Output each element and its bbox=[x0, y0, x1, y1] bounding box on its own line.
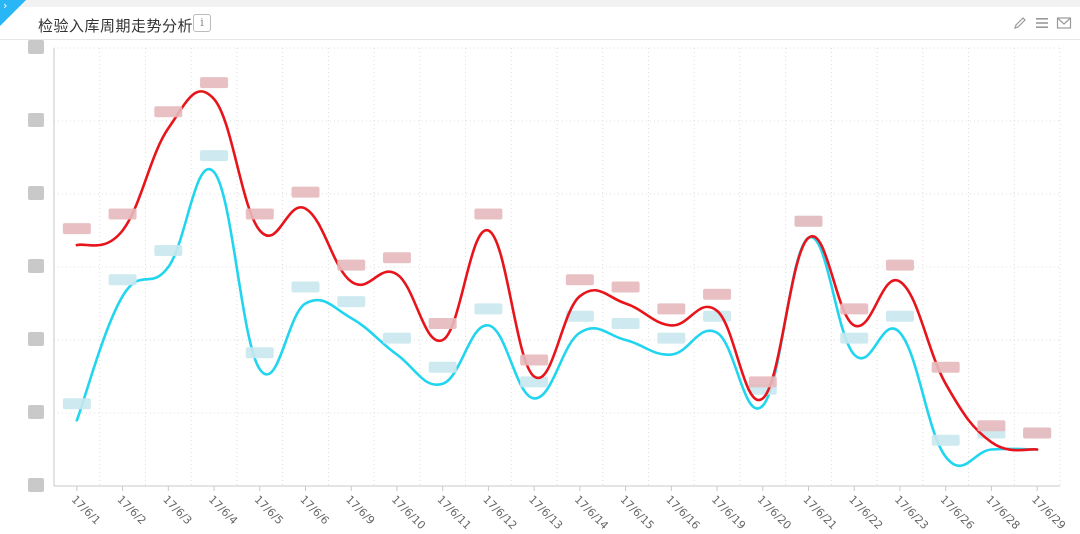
mail-icon[interactable] bbox=[1056, 15, 1072, 31]
series-line-0 bbox=[75, 90, 1039, 452]
y-tick-label-obscured bbox=[28, 113, 44, 127]
x-tick-label: 17/6/23 bbox=[892, 493, 931, 532]
x-tick-label: 17/6/21 bbox=[800, 493, 839, 532]
y-tick-label-obscured bbox=[28, 40, 44, 54]
data-label-obscured bbox=[657, 332, 686, 344]
panel-tools bbox=[1012, 15, 1072, 33]
data-label-obscured bbox=[337, 259, 366, 271]
data-label-obscured bbox=[1023, 427, 1052, 439]
data-label-obscured bbox=[245, 208, 274, 220]
x-tick-label: 17/6/22 bbox=[846, 493, 885, 532]
y-tick-label-obscured bbox=[28, 332, 44, 346]
data-label-obscured bbox=[977, 420, 1006, 432]
x-tick-label: 17/6/28 bbox=[983, 493, 1022, 532]
x-tick-label: 17/6/3 bbox=[160, 493, 194, 527]
x-tick-label: 17/6/5 bbox=[252, 493, 286, 527]
line-chart: 17/6/1 17/6/2 17/6/3 17/6/4 17/6/5 17/6/6 17/6… bbox=[28, 40, 1068, 532]
data-label-obscured bbox=[840, 303, 869, 315]
data-label-obscured bbox=[200, 150, 229, 162]
data-label-obscured bbox=[611, 281, 640, 293]
data-label-obscured bbox=[382, 332, 411, 344]
data-label-obscured bbox=[245, 347, 274, 359]
data-label-obscured bbox=[657, 303, 686, 315]
x-tick-label: 17/6/9 bbox=[343, 493, 377, 527]
x-tick-label: 17/6/13 bbox=[526, 493, 565, 532]
data-label-obscured bbox=[200, 77, 229, 89]
data-label-obscured bbox=[931, 434, 960, 446]
series-line-1 bbox=[75, 167, 1039, 467]
data-label-obscured bbox=[474, 303, 503, 315]
data-label-obscured bbox=[840, 332, 869, 344]
data-label-obscured bbox=[62, 398, 91, 410]
x-tick-label: 17/6/26 bbox=[938, 493, 977, 532]
data-label-obscured bbox=[565, 310, 594, 322]
y-tick-label-obscured bbox=[28, 259, 44, 273]
data-label-obscured bbox=[154, 106, 183, 118]
y-tick-label-obscured bbox=[28, 478, 44, 492]
x-tick-label: 17/6/16 bbox=[663, 493, 702, 532]
data-label-obscured bbox=[291, 186, 320, 198]
data-label-obscured bbox=[520, 376, 549, 388]
x-tick-label: 17/6/14 bbox=[572, 493, 611, 532]
x-tick-label: 17/6/10 bbox=[389, 493, 428, 532]
x-tick-label: 17/6/1 bbox=[69, 493, 103, 527]
chart-title: 检验入库周期走势分析 bbox=[38, 17, 194, 35]
data-label-obscured bbox=[382, 252, 411, 264]
data-label-obscured bbox=[154, 245, 183, 256]
data-label-obscured bbox=[62, 223, 91, 235]
data-label-obscured bbox=[291, 281, 320, 293]
x-tick-label: 17/6/2 bbox=[114, 493, 148, 527]
data-label-obscured bbox=[885, 310, 914, 322]
data-label-obscured bbox=[520, 354, 549, 366]
data-label-obscured bbox=[885, 259, 914, 271]
data-label-obscured bbox=[703, 288, 732, 300]
y-tick-label-obscured bbox=[28, 405, 44, 419]
data-label-obscured bbox=[108, 274, 137, 286]
edit-icon[interactable] bbox=[1012, 15, 1028, 31]
data-label-obscured bbox=[931, 361, 960, 373]
y-tick-label-obscured bbox=[28, 186, 44, 200]
menu-icon[interactable] bbox=[1034, 15, 1050, 31]
x-tick-label: 17/6/4 bbox=[206, 493, 240, 527]
x-tick-label: 17/6/6 bbox=[297, 493, 331, 527]
data-label-obscured bbox=[748, 376, 777, 388]
x-tick-label: 17/6/12 bbox=[480, 493, 519, 532]
chart-area: 17/6/1 17/6/2 17/6/3 17/6/4 17/6/5 17/6/6 17/6… bbox=[0, 40, 1080, 534]
x-tick-label: 17/6/20 bbox=[755, 493, 794, 532]
x-tick-label: 17/6/19 bbox=[709, 493, 748, 532]
data-label-obscured bbox=[337, 296, 366, 308]
data-label-obscured bbox=[565, 274, 594, 286]
expand-corner[interactable] bbox=[0, 0, 26, 26]
x-tick-label: 17/6/29 bbox=[1029, 493, 1068, 532]
info-icon[interactable]: i bbox=[193, 14, 211, 32]
data-label-obscured bbox=[108, 208, 137, 220]
data-label-obscured bbox=[611, 318, 640, 329]
expand-icon[interactable]: › bbox=[3, 0, 8, 12]
x-tick-label: 17/6/11 bbox=[435, 493, 474, 532]
panel-header: 检验入库周期走势分析 i bbox=[0, 7, 1080, 40]
data-label-obscured bbox=[794, 215, 823, 227]
data-label-obscured bbox=[428, 361, 457, 373]
panel-top-strip bbox=[0, 0, 1080, 7]
data-label-obscured bbox=[428, 318, 457, 329]
data-label-obscured bbox=[474, 208, 503, 220]
x-tick-label: 17/6/15 bbox=[617, 493, 656, 532]
